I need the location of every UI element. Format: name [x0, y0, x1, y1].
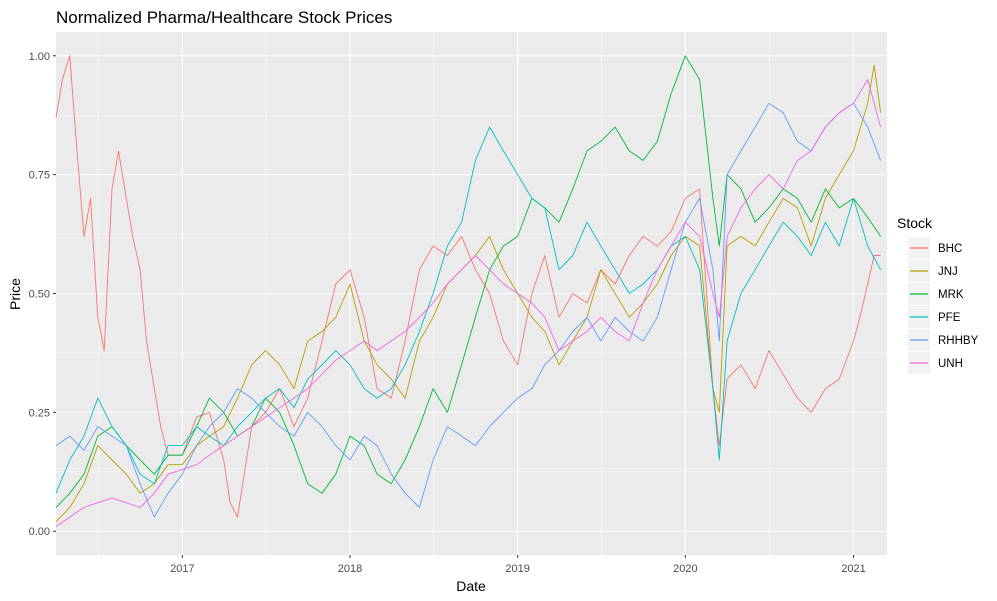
- series-line-rhhby: [55, 102, 882, 518]
- series-line-pfe: [55, 126, 881, 494]
- grid-minor: [56, 32, 887, 555]
- y-axis: 0.00 0.25 0.50 0.75 1.00: [29, 51, 56, 538]
- x-axis: 2017 2018 2019 2020 2021: [170, 555, 866, 575]
- chart-title: Normalized Pharma/Healthcare Stock Price…: [56, 8, 392, 27]
- x-axis-title: Date: [456, 578, 486, 594]
- legend-label-jnj: JNJ: [938, 266, 958, 278]
- y-tick-label: 0.75: [29, 170, 50, 182]
- legend: Stock BHC JNJ MRK PFE RHHBY UNH: [897, 215, 979, 374]
- y-tick-label: 0.25: [29, 407, 50, 419]
- series-line-bhc: [55, 55, 881, 518]
- series-line-unh: [55, 79, 882, 527]
- legend-label-rhhby: RHHBY: [938, 335, 979, 347]
- x-tick-label: 2017: [170, 563, 194, 575]
- series-line-jnj: [55, 64, 882, 523]
- series-layer: [55, 55, 882, 527]
- x-tick-label: 2021: [841, 563, 865, 575]
- y-axis-title: Price: [7, 278, 23, 310]
- legend-label-bhc: BHC: [938, 243, 962, 255]
- legend-label-unh: UNH: [938, 358, 963, 370]
- y-tick-label: 1.00: [29, 51, 50, 63]
- legend-title: Stock: [897, 215, 933, 231]
- legend-label-pfe: PFE: [938, 312, 961, 324]
- grid-major: [56, 32, 887, 555]
- x-tick-label: 2019: [505, 563, 529, 575]
- y-tick-label: 0.50: [29, 289, 50, 301]
- y-tick-label: 0.00: [29, 526, 50, 538]
- x-tick-label: 2018: [338, 563, 362, 575]
- legend-label-mrk: MRK: [938, 289, 964, 301]
- x-tick-label: 2020: [673, 563, 697, 575]
